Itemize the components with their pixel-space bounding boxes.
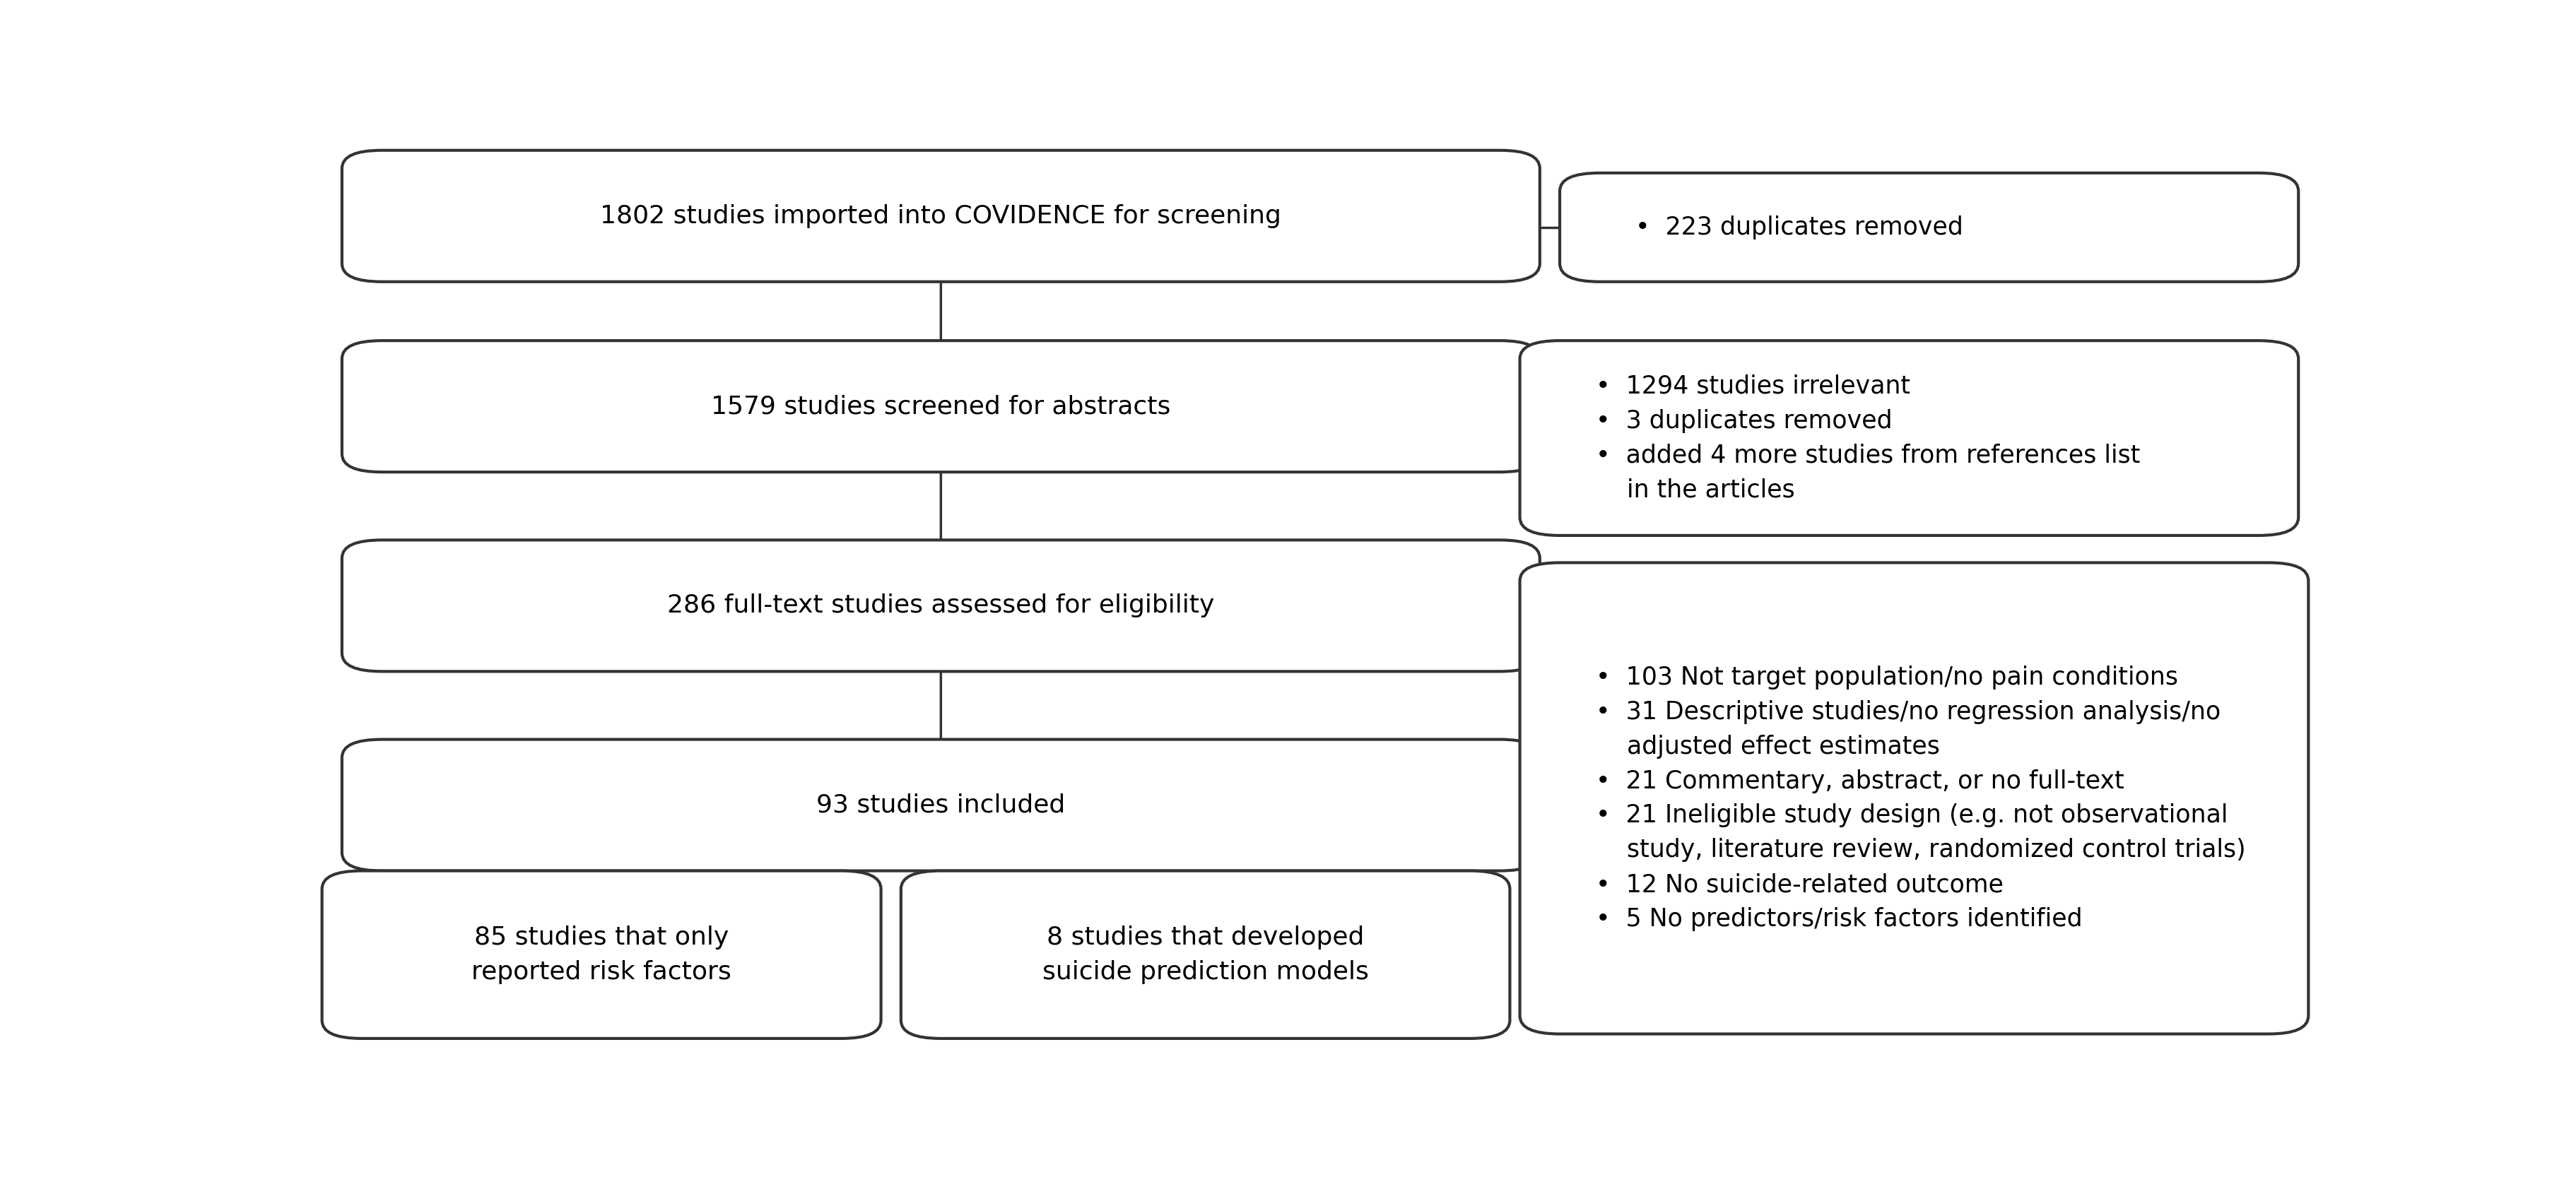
FancyBboxPatch shape — [343, 151, 1540, 281]
FancyBboxPatch shape — [1561, 173, 2298, 281]
Text: 93 studies included: 93 studies included — [817, 793, 1066, 817]
FancyBboxPatch shape — [343, 739, 1540, 871]
Text: •  103 Not target population/no pain conditions
•  31 Descriptive studies/no reg: • 103 Not target population/no pain cond… — [1595, 665, 2246, 931]
FancyBboxPatch shape — [1520, 340, 2298, 536]
FancyBboxPatch shape — [322, 871, 881, 1038]
Text: •  223 duplicates removed: • 223 duplicates removed — [1636, 215, 1963, 239]
Text: 1579 studies screened for abstracts: 1579 studies screened for abstracts — [711, 394, 1170, 418]
Text: 1802 studies imported into COVIDENCE for screening: 1802 studies imported into COVIDENCE for… — [600, 204, 1280, 228]
FancyBboxPatch shape — [1520, 563, 2308, 1033]
Text: 85 studies that only
reported risk factors: 85 studies that only reported risk facto… — [471, 925, 732, 984]
Text: 8 studies that developed
suicide prediction models: 8 studies that developed suicide predict… — [1043, 925, 1368, 984]
Text: 286 full-text studies assessed for eligibility: 286 full-text studies assessed for eligi… — [667, 593, 1213, 618]
FancyBboxPatch shape — [343, 340, 1540, 472]
FancyBboxPatch shape — [343, 540, 1540, 671]
FancyBboxPatch shape — [902, 871, 1510, 1038]
Text: •  1294 studies irrelevant
•  3 duplicates removed
•  added 4 more studies from : • 1294 studies irrelevant • 3 duplicates… — [1595, 374, 2141, 501]
